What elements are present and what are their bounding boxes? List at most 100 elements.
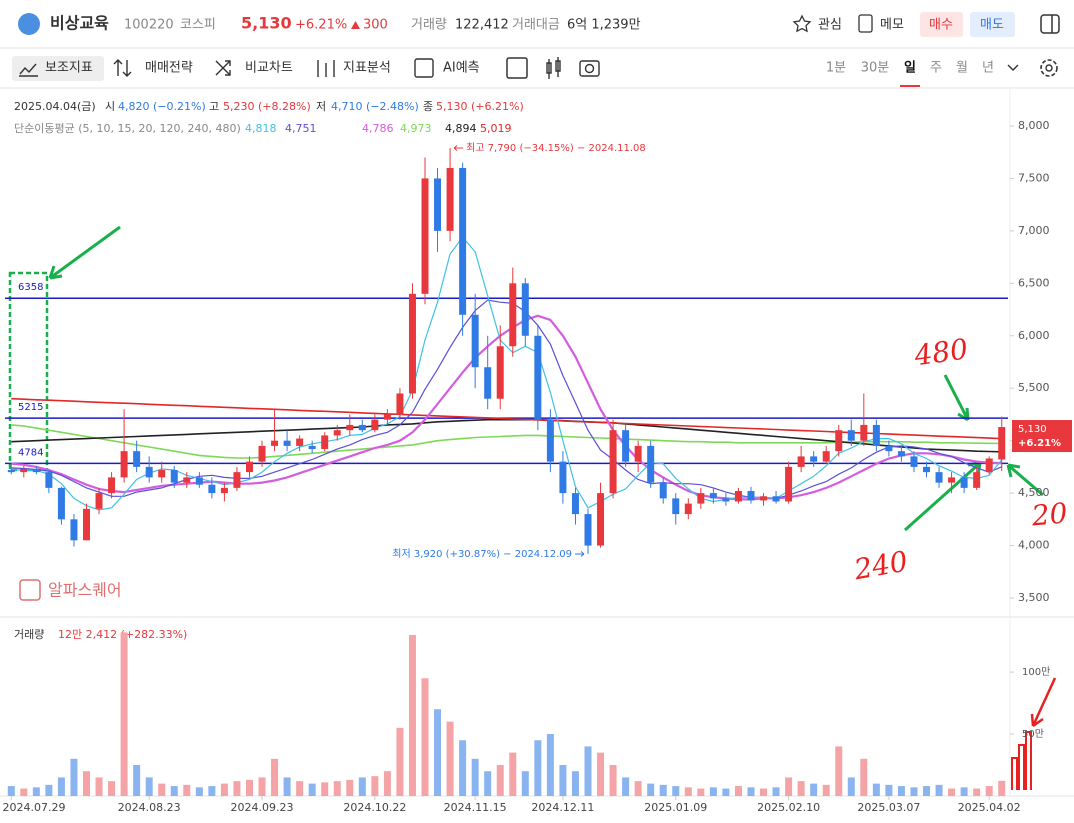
price: 5,130 [241, 14, 292, 33]
volume-bar [120, 632, 128, 796]
info-label: 시 [105, 100, 115, 113]
candle-body [195, 477, 203, 485]
y-tick-label: 6,500 [1018, 276, 1050, 289]
volume-bar [471, 758, 479, 796]
buy-button-bg[interactable] [920, 12, 963, 37]
candle-body [233, 472, 241, 488]
memo-button[interactable]: 메모 [880, 18, 904, 33]
amount: 6억 1,239만 [567, 18, 641, 33]
x-tick-label: 2024.09.23 [231, 801, 294, 814]
period-chevron[interactable] [1007, 64, 1019, 71]
active-tool-bg [12, 56, 104, 81]
x-tick-label: 2025.04.02 [958, 801, 1021, 814]
drawn-bars [1011, 731, 1032, 790]
info-label: 고 [209, 100, 219, 113]
tool-button[interactable]: 보조지표 [45, 61, 93, 76]
volume-bar [496, 765, 504, 796]
period-button[interactable]: 30분 [861, 61, 890, 76]
volume-label: 거래량 [411, 18, 447, 33]
volume-bar [998, 780, 1006, 796]
period-button[interactable]: 월 [956, 61, 968, 76]
period-button[interactable]: 주 [930, 61, 942, 76]
volume-bar [747, 787, 755, 796]
last-price-tag [1012, 420, 1072, 453]
volume-bar [659, 784, 667, 796]
volume-title: 거래량 [14, 628, 44, 641]
y-tick-label: 3,500 [1018, 591, 1050, 604]
tool-button[interactable]: 매매전략 [145, 61, 193, 76]
candle-body [95, 493, 103, 509]
info-label: 종 [423, 100, 433, 113]
volume-bar [835, 746, 843, 796]
volume-bar [158, 783, 166, 796]
volume-bar [82, 771, 90, 796]
volume-bar [220, 783, 228, 796]
buy-button[interactable]: 매수 [929, 18, 953, 33]
memo-icon[interactable] [858, 14, 873, 33]
candle-body [634, 445, 642, 462]
volume-bar [371, 776, 379, 796]
x-tick-label: 2025.01.09 [644, 801, 707, 814]
handwritten-note: 20 [1029, 496, 1068, 532]
candle-body [383, 414, 391, 420]
volume-bar [421, 678, 429, 796]
analysis-icon [317, 60, 335, 77]
draw-box-icon[interactable] [506, 57, 528, 79]
candle-body [145, 466, 153, 478]
camera-icon[interactable] [579, 60, 600, 77]
ma-legend-value: 4,751 [285, 122, 317, 135]
last-change: +6.21% [1018, 438, 1061, 449]
camera-lens [584, 63, 595, 74]
volume-bar [133, 765, 141, 796]
volume-bar [923, 786, 931, 796]
candle-body [70, 519, 78, 541]
volume-bar [145, 777, 153, 796]
info-value: 4,710 (−2.48%) [331, 100, 419, 113]
candle-body [785, 466, 793, 502]
candle-body [597, 493, 605, 546]
volume-bar [233, 781, 241, 796]
candle-body [860, 424, 868, 441]
stock-name: 비상교육 [50, 14, 109, 33]
volume-bar [258, 777, 266, 796]
candle-body [308, 445, 316, 450]
level-label: 4784 [18, 447, 43, 458]
period-button[interactable]: 년 [982, 61, 994, 76]
volume-bar [321, 782, 329, 796]
annotation-arrow [453, 145, 464, 151]
volume-bar [571, 771, 579, 796]
volume-bar [885, 784, 893, 796]
period-button[interactable]: 1분 [826, 61, 846, 76]
sell-button-bg[interactable] [970, 12, 1015, 37]
candle-icon[interactable] [546, 57, 561, 79]
watch-button[interactable]: 관심 [818, 18, 842, 33]
candle-body [133, 451, 141, 467]
period-button[interactable]: 일 [904, 61, 916, 76]
tool-button[interactable]: 비교차트 [245, 61, 293, 76]
annotation: 최저 3,920 (+30.87%) − 2024.12.09 [392, 548, 572, 560]
info-value: 5,230 (+8.28%) [223, 100, 311, 113]
candle-body [296, 438, 304, 446]
candle-body [760, 496, 768, 501]
candle-body [521, 283, 529, 336]
candle-body [208, 484, 216, 494]
volume-bar [860, 758, 868, 796]
header: 비상교육 100220 코스피 5,130 +6.21% 300 거래량 122… [18, 12, 1060, 37]
sell-button[interactable]: 매도 [980, 18, 1004, 33]
panel-icon[interactable] [1040, 14, 1060, 34]
star-icon[interactable] [792, 14, 812, 33]
candle-body [346, 424, 354, 431]
candle-body [697, 493, 705, 504]
candle-body [258, 445, 266, 462]
settings-icon[interactable] [1040, 59, 1058, 77]
volume-bar [408, 634, 416, 796]
ma-legend-value: 4,894 [445, 122, 477, 135]
candle-body [822, 451, 830, 462]
volume-bar [684, 787, 692, 796]
tool-button[interactable]: 지표분석 [343, 61, 391, 76]
volume-bar [559, 765, 567, 796]
tool-button[interactable]: AI예측 [443, 61, 480, 76]
volume-bar [308, 783, 316, 796]
candle-body [170, 470, 178, 483]
